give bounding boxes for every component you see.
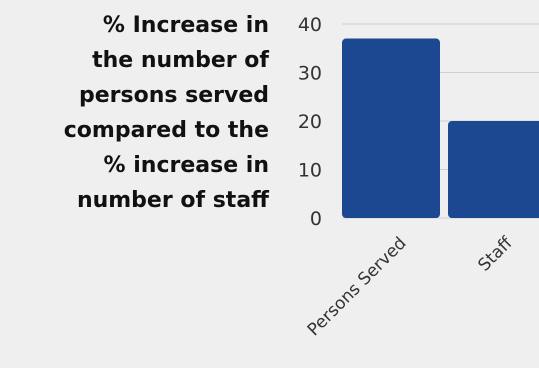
y-axis-ticks: 0 10 20 30 40 — [298, 14, 322, 230]
chart-title: % Increase in the number of persons serv… — [63, 13, 269, 213]
bar-persons-served — [342, 38, 440, 218]
bar-staff — [448, 121, 539, 218]
y-tick-label: 30 — [298, 63, 322, 85]
x-category-label: Persons Served — [304, 233, 411, 340]
x-category-label: Staff — [474, 232, 517, 275]
y-tick-label: 40 — [298, 14, 322, 36]
x-axis-categories: Persons Served Staff — [304, 232, 518, 340]
y-tick-label: 20 — [298, 111, 322, 133]
bars — [342, 38, 539, 218]
y-tick-label: 10 — [298, 160, 322, 182]
y-tick-label: 0 — [310, 208, 322, 230]
